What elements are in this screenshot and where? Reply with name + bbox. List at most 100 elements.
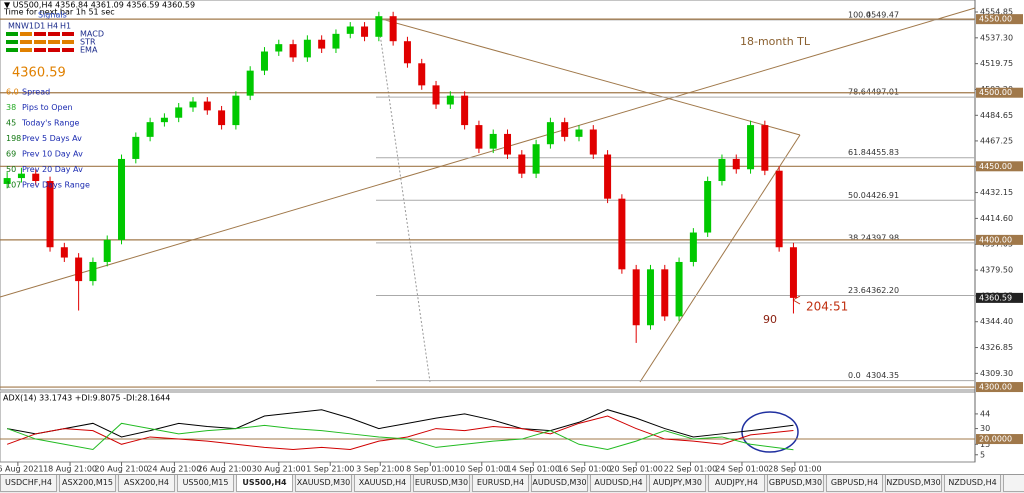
fib-ratio: 100.0 <box>848 10 871 19</box>
y-tick-label: 4344.40 <box>980 317 1013 326</box>
candle-body <box>532 144 540 174</box>
x-tick-label: 18 Aug 21:00 <box>43 465 97 474</box>
candle-body <box>675 261 683 317</box>
candle-body <box>789 247 797 298</box>
tab[interactable]: ASX200,M15 <box>59 475 116 492</box>
signal-period: D1 <box>34 22 45 31</box>
candle-body <box>318 39 326 49</box>
signal-bar <box>34 40 46 44</box>
candle-body <box>146 122 154 137</box>
tab[interactable]: AUDJPY,M30 <box>649 475 706 492</box>
signal-bar <box>48 32 60 36</box>
tab[interactable]: AUDJPY,H4 <box>708 475 765 492</box>
candle-body <box>175 107 183 118</box>
fib-ratio: 0.0 <box>848 371 861 380</box>
tab[interactable]: ASX200,H4 <box>118 475 175 492</box>
tab[interactable]: NZDUSD,H4 <box>944 475 1001 492</box>
tab[interactable]: USDCHF,H4 <box>0 475 57 492</box>
annotation: 18-month TL <box>740 35 811 48</box>
adx-title: ADX(14) 33.1743 +DI:9.8075 -DI:28.1644 <box>3 394 170 403</box>
level-box <box>976 14 1023 25</box>
candle-body <box>103 239 111 262</box>
y-tick-label: 4484.65 <box>980 111 1013 120</box>
y-tick-label: 4467.25 <box>980 136 1013 145</box>
candle-body <box>275 44 283 52</box>
tab[interactable]: US( <box>1003 475 1024 492</box>
level-box <box>976 161 1023 172</box>
candle-body <box>632 269 640 326</box>
candle-body <box>747 125 755 170</box>
signal-period: W1 <box>21 22 34 31</box>
trend-line <box>377 17 801 136</box>
candle-body <box>389 16 397 42</box>
stat-num: 69 <box>6 150 16 159</box>
tab[interactable]: US500,M15 <box>177 475 234 492</box>
y-tick-label: 4326.85 <box>980 343 1013 352</box>
x-tick-label: 26 Aug 21:00 <box>197 465 251 474</box>
fib-price: 4455.83 <box>866 148 899 157</box>
tab[interactable]: AUDUSD,H4 <box>590 475 647 492</box>
signals-title: Signals <box>38 11 67 20</box>
candle-body <box>132 136 140 159</box>
candle-body <box>704 181 712 233</box>
candle-body <box>232 95 240 126</box>
signal-row: EMA <box>80 46 98 55</box>
x-tick-label: 3 Sep 21:00 <box>356 465 404 474</box>
signal-bar <box>62 32 74 36</box>
tab[interactable]: AUDUSD,M30 <box>531 475 588 492</box>
candle-body <box>289 44 297 58</box>
candle-body <box>403 41 411 64</box>
main-panel <box>0 0 976 391</box>
y-tick-label: 4537.30 <box>980 33 1013 42</box>
y-tick-label: 4414.60 <box>980 214 1013 223</box>
y-tick-label: 4309.30 <box>980 369 1013 378</box>
stat-text: Prev 10 Day Av <box>22 150 83 159</box>
tab[interactable]: EURUSD,M30 <box>413 475 470 492</box>
y-tick-label: 4519.75 <box>980 59 1013 68</box>
signal-bar <box>20 32 32 36</box>
candle-body <box>646 269 654 326</box>
candle-body <box>604 154 612 199</box>
fib-anchor <box>377 19 431 383</box>
level-box <box>976 234 1023 245</box>
candle-body <box>303 39 311 58</box>
candle-body <box>732 158 740 170</box>
candle-body <box>89 261 97 282</box>
signal-period: MN <box>8 22 21 31</box>
stat-text: Pips to Open <box>22 103 73 112</box>
stat-num: 50 <box>6 165 16 174</box>
chart-subtitle: Time for next bar 1h 51 sec <box>3 8 115 17</box>
signal-bar <box>20 40 32 44</box>
candle-body <box>432 85 440 105</box>
tab[interactable]: XAUUSD,H4 <box>354 475 411 492</box>
level-label: 4400.00 <box>979 235 1012 244</box>
signal-bar <box>20 48 32 52</box>
tab[interactable]: NZDUSD,M30 <box>885 475 942 492</box>
signal-bar <box>6 40 18 44</box>
signal-row: MACD <box>80 30 104 39</box>
x-tick-label: 20 Aug 21:00 <box>95 465 149 474</box>
adx-tick-label: 15 <box>980 440 990 449</box>
tab[interactable]: US500,H4 <box>236 475 293 492</box>
level-label: 4300.00 <box>979 383 1012 392</box>
trend-line <box>639 134 801 383</box>
candle-body <box>446 95 454 105</box>
fib-price: 4426.91 <box>866 191 899 200</box>
level-label: 4550.00 <box>979 15 1012 24</box>
tab[interactable]: GBPUSD,H4 <box>826 475 883 492</box>
level-box <box>976 382 1023 393</box>
candle-body <box>461 95 469 126</box>
candle-body <box>46 181 54 248</box>
candle-body <box>203 101 211 111</box>
signal-row: STR <box>80 38 96 47</box>
tab-bar: USDCHF,H4 ASX200,M15 ASX200,H4 US500,M15 US5… <box>0 474 1024 493</box>
stat-num: 45 <box>6 119 16 128</box>
x-tick-label: 8 Sep 01:00 <box>406 465 454 474</box>
fib-price: 4304.35 <box>866 371 899 380</box>
tab[interactable]: EURUSD,H4 <box>472 475 529 492</box>
fib-ratio: 23.6 <box>848 286 866 295</box>
fib-ratio: 61.8 <box>848 148 866 157</box>
x-tick-label: 28 Sep 01:00 <box>768 465 821 474</box>
tab[interactable]: XAUUSD,M30 <box>295 475 352 492</box>
tab[interactable]: GBPUSD,M30 <box>767 475 824 492</box>
